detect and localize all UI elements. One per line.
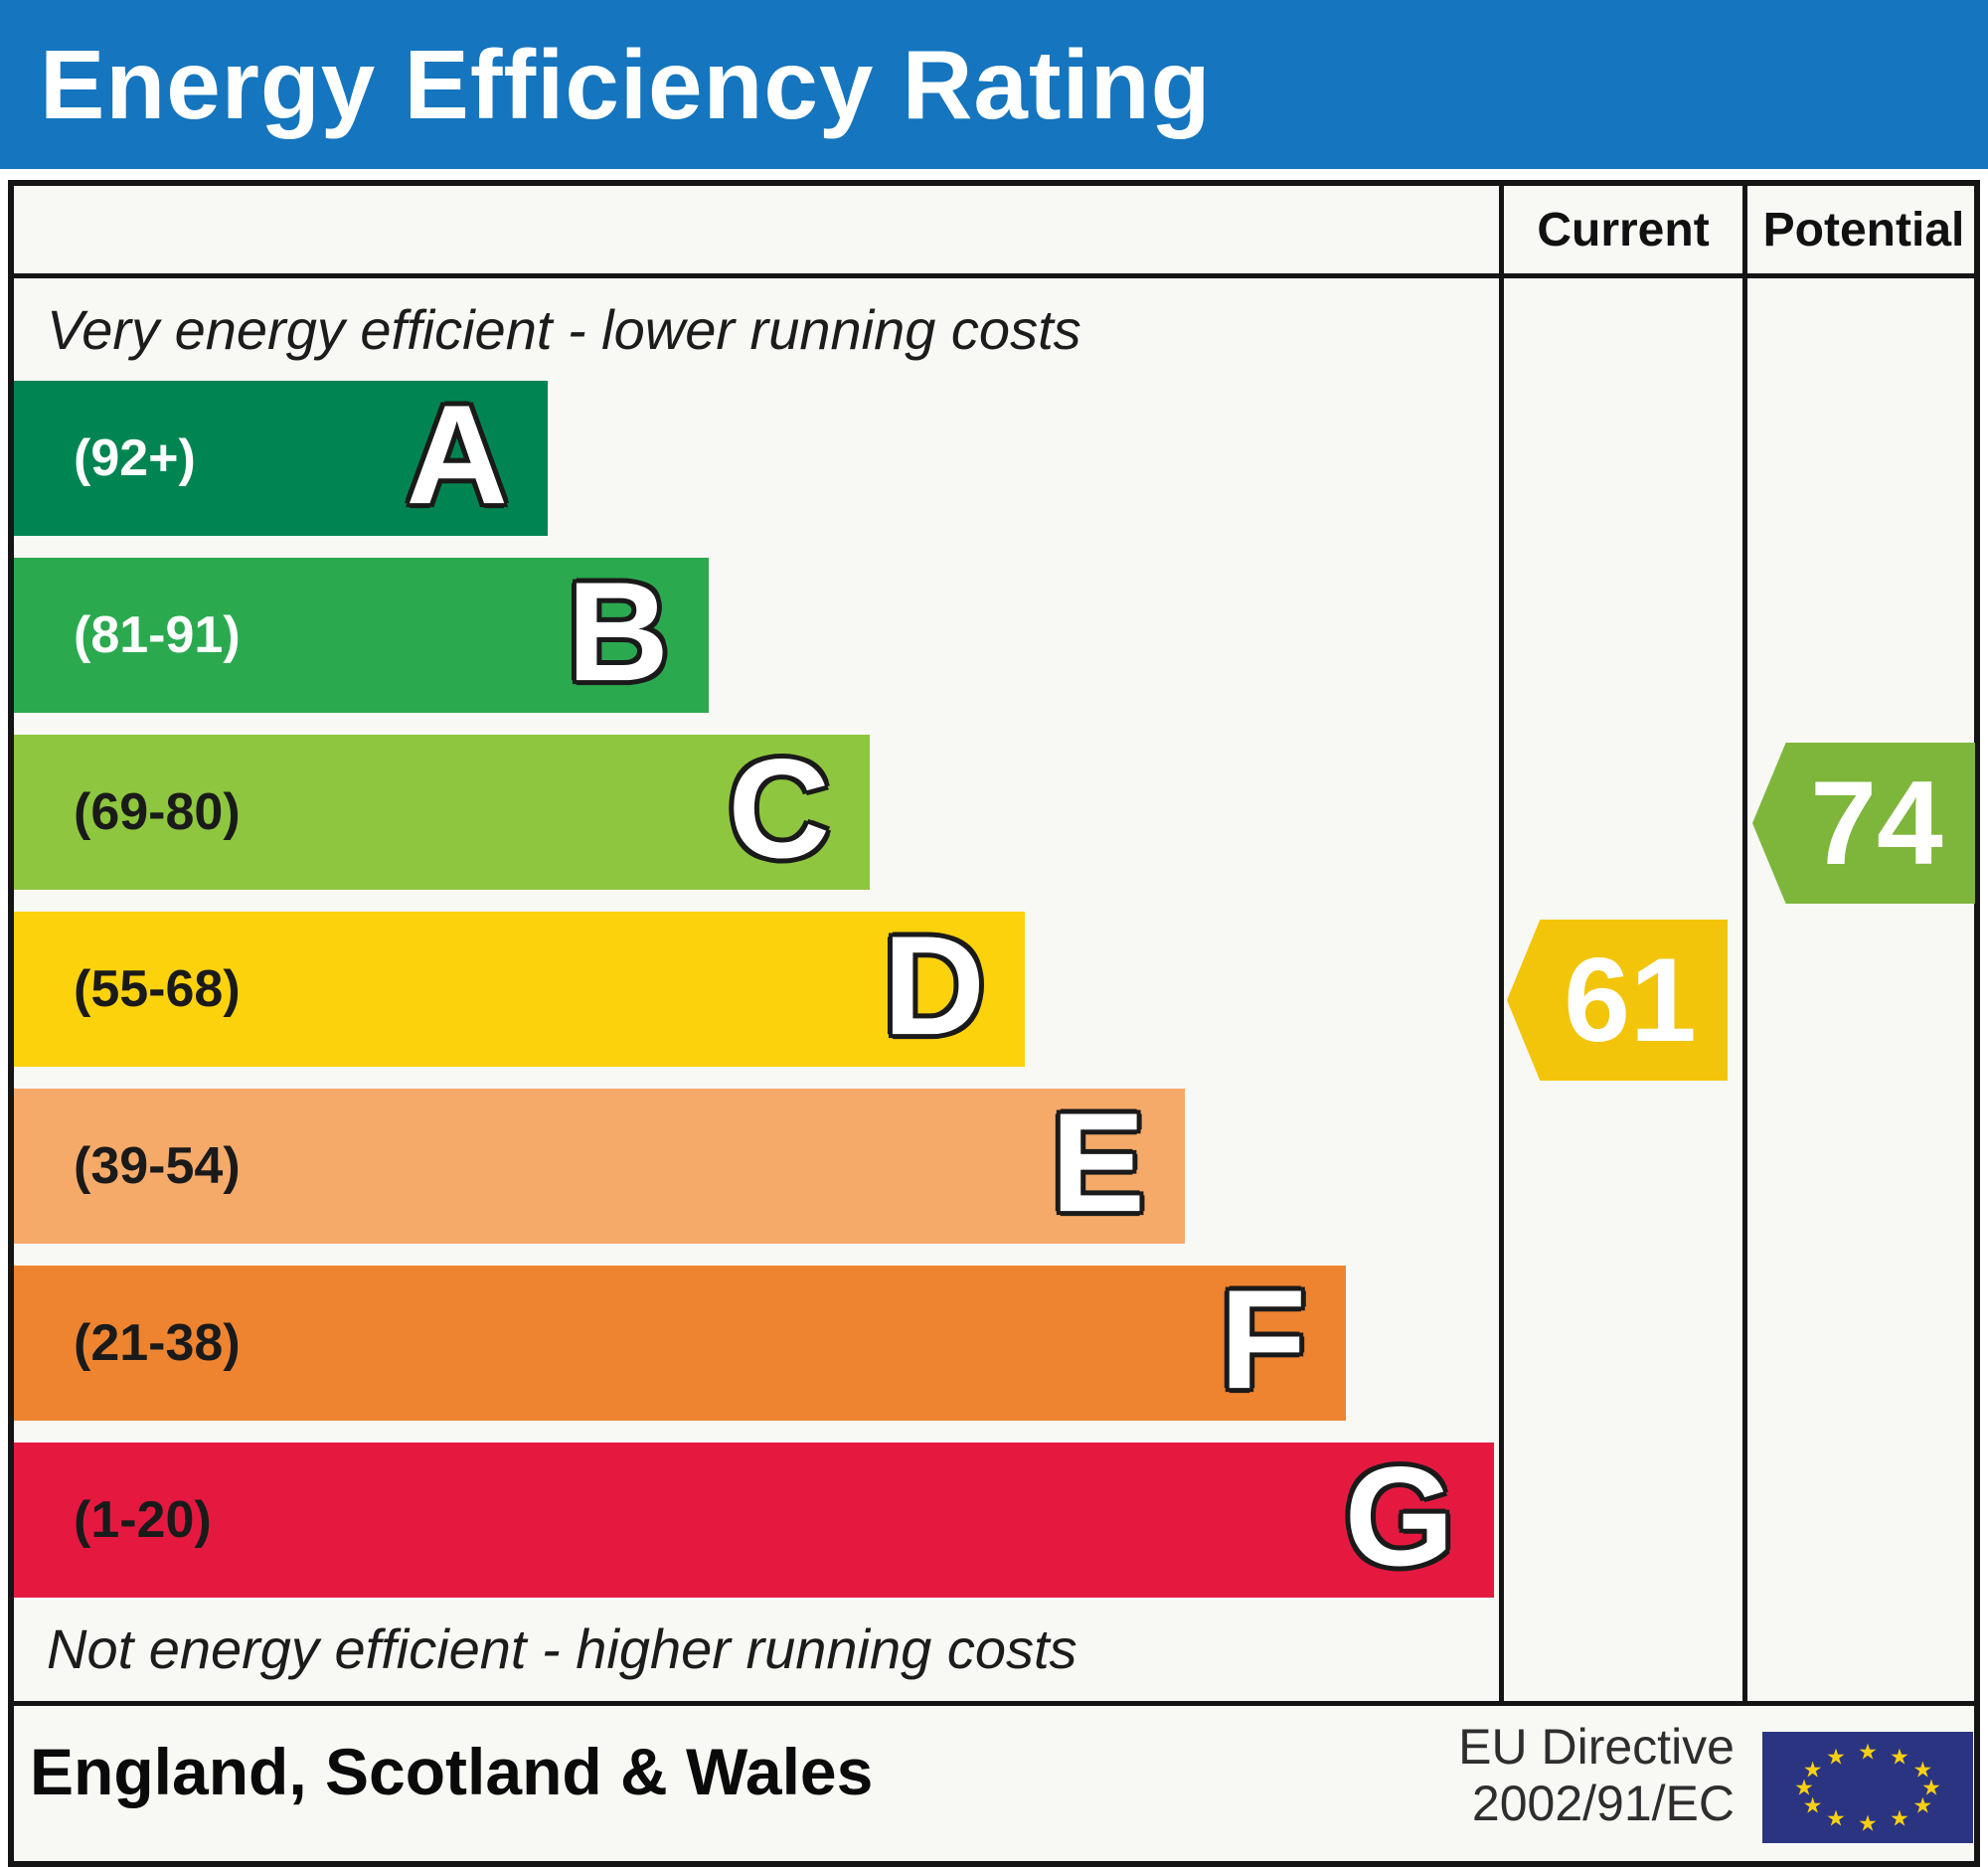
- page-title: Energy Efficiency Rating: [40, 29, 1212, 139]
- svg-text:★: ★: [1826, 1744, 1846, 1769]
- band-range-label: (69-80): [74, 783, 241, 841]
- svg-text:★: ★: [1921, 1776, 1941, 1800]
- current-rating-value: 61: [1564, 934, 1697, 1067]
- footer-divider-line: [8, 1701, 1980, 1706]
- band-range-label: (92+): [74, 429, 196, 487]
- svg-text:★: ★: [1913, 1793, 1933, 1818]
- eu-directive-line2: 2002/91/EC: [1471, 1776, 1735, 1831]
- band-row-b: (81-91) B: [14, 558, 709, 713]
- band-grade-letter: C: [728, 730, 830, 889]
- svg-text:★: ★: [1803, 1758, 1823, 1782]
- bottom-note: Not energy efficient - higher running co…: [47, 1616, 1077, 1680]
- eu-flag-icon: ★ ★ ★ ★ ★ ★ ★ ★ ★ ★ ★ ★: [1762, 1732, 1973, 1843]
- band-range-label: (39-54): [74, 1137, 241, 1195]
- band-row-g: (1-20) G: [14, 1443, 1494, 1598]
- svg-text:★: ★: [1803, 1793, 1823, 1818]
- top-note: Very energy efficient - lower running co…: [47, 297, 1081, 361]
- svg-text:★: ★: [1890, 1806, 1909, 1831]
- svg-text:★: ★: [1858, 1811, 1878, 1836]
- current-column-divider: [1499, 180, 1504, 1706]
- band-grade-letter: D: [883, 907, 985, 1066]
- band-range-label: (1-20): [74, 1491, 212, 1549]
- current-rating-arrow: 61: [1507, 920, 1728, 1081]
- band-range-label: (81-91): [74, 606, 241, 664]
- band-row-d: (55-68) D: [14, 912, 1025, 1067]
- band-grade-letter: A: [406, 376, 508, 535]
- band-grade-letter: B: [567, 553, 669, 712]
- eu-directive-line1: EU Directive: [1458, 1719, 1735, 1775]
- svg-text:★: ★: [1890, 1744, 1909, 1769]
- title-bar: Energy Efficiency Rating: [0, 0, 1988, 169]
- band-range-label: (55-68): [74, 960, 241, 1018]
- band-row-e: (39-54) E: [14, 1089, 1185, 1244]
- header-divider-line: [8, 273, 1980, 278]
- band-grade-letter: F: [1220, 1261, 1306, 1420]
- column-header-potential: Potential: [1762, 203, 1965, 256]
- band-row-a: (92+) A: [14, 381, 548, 536]
- svg-text:★: ★: [1794, 1776, 1814, 1800]
- band-row-c: (69-80) C: [14, 735, 870, 890]
- svg-text:★: ★: [1826, 1806, 1846, 1831]
- eu-directive-label: EU Directive 2002/91/EC: [1387, 1719, 1735, 1832]
- band-row-f: (21-38) F: [14, 1266, 1346, 1421]
- footer-region-label: England, Scotland & Wales: [30, 1735, 874, 1808]
- band-grade-letter: E: [1051, 1084, 1145, 1243]
- band-grade-letter: G: [1344, 1438, 1454, 1597]
- svg-text:★: ★: [1913, 1758, 1933, 1782]
- band-range-label: (21-38): [74, 1314, 241, 1372]
- potential-column-divider: [1742, 180, 1747, 1706]
- potential-rating-value: 74: [1810, 757, 1943, 890]
- column-header-current: Current: [1537, 203, 1710, 256]
- svg-text:★: ★: [1858, 1740, 1878, 1765]
- potential-rating-arrow: 74: [1752, 743, 1975, 904]
- eu-flag-stars: ★ ★★★★★★★★★★★: [1794, 1740, 1941, 1836]
